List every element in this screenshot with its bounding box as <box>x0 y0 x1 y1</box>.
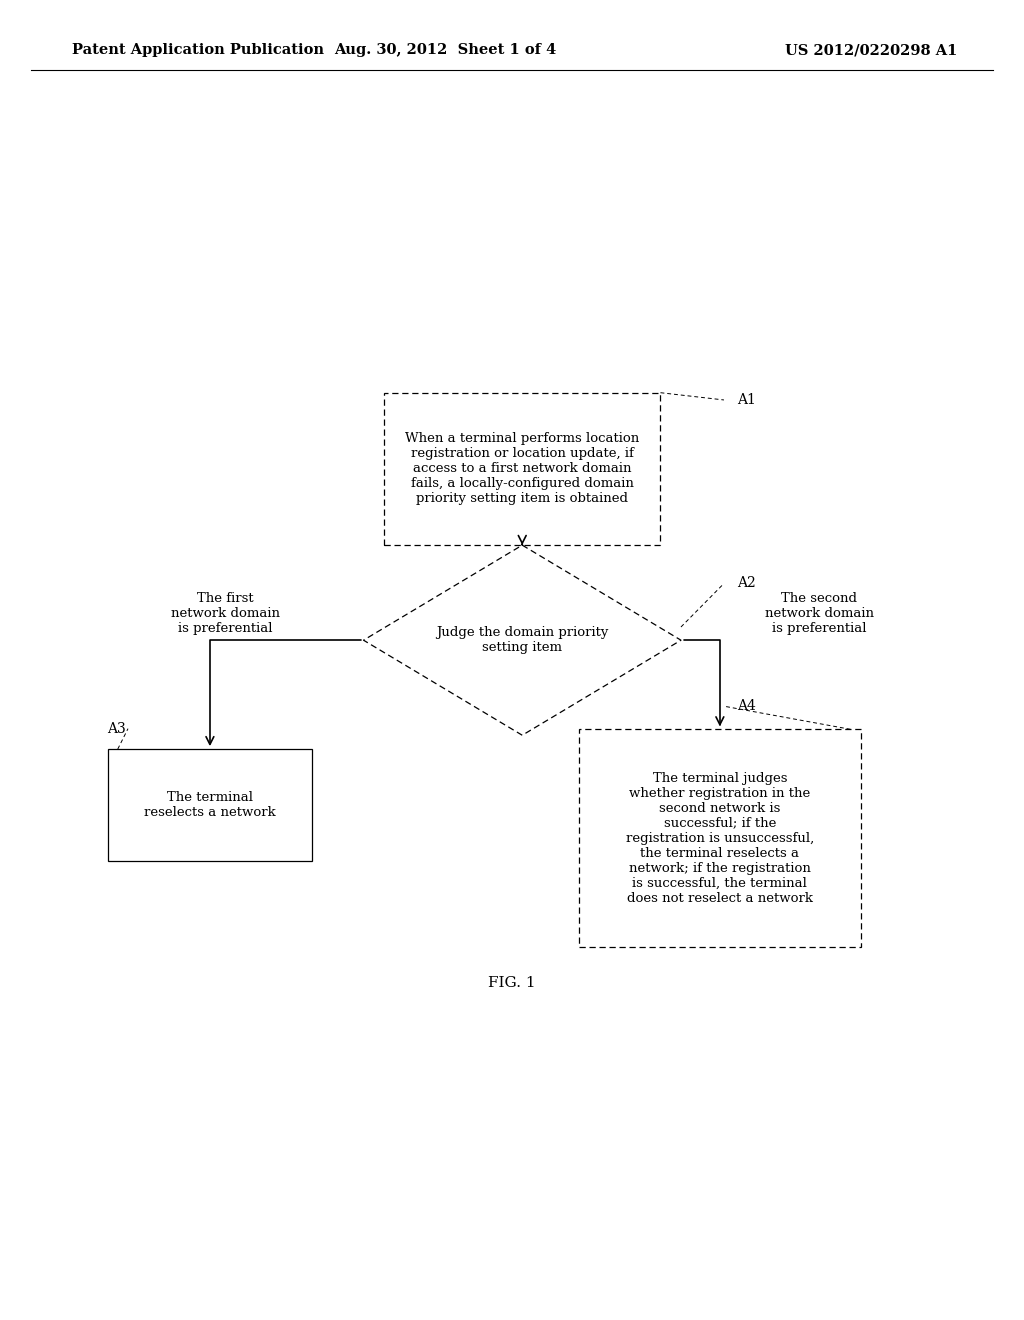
Text: The terminal
reselects a network: The terminal reselects a network <box>144 791 275 820</box>
Text: A3: A3 <box>108 722 126 735</box>
Text: The first
network domain
is preferential: The first network domain is preferential <box>171 593 280 635</box>
Text: Patent Application Publication: Patent Application Publication <box>72 44 324 57</box>
Text: A2: A2 <box>737 577 756 590</box>
Text: A4: A4 <box>737 700 756 713</box>
Polygon shape <box>364 545 681 735</box>
Text: The terminal judges
whether registration in the
second network is
successful; if: The terminal judges whether registration… <box>626 772 814 904</box>
Text: US 2012/0220298 A1: US 2012/0220298 A1 <box>785 44 957 57</box>
Bar <box>108 748 312 861</box>
Text: The second
network domain
is preferential: The second network domain is preferentia… <box>765 593 873 635</box>
Text: Judge the domain priority
setting item: Judge the domain priority setting item <box>436 626 608 655</box>
Text: A1: A1 <box>737 393 756 407</box>
Text: FIG. 1: FIG. 1 <box>488 977 536 990</box>
Bar <box>384 393 660 544</box>
Bar <box>579 729 860 948</box>
Text: When a terminal performs location
registration or location update, if
access to : When a terminal performs location regist… <box>406 432 639 506</box>
Text: Aug. 30, 2012  Sheet 1 of 4: Aug. 30, 2012 Sheet 1 of 4 <box>334 44 557 57</box>
